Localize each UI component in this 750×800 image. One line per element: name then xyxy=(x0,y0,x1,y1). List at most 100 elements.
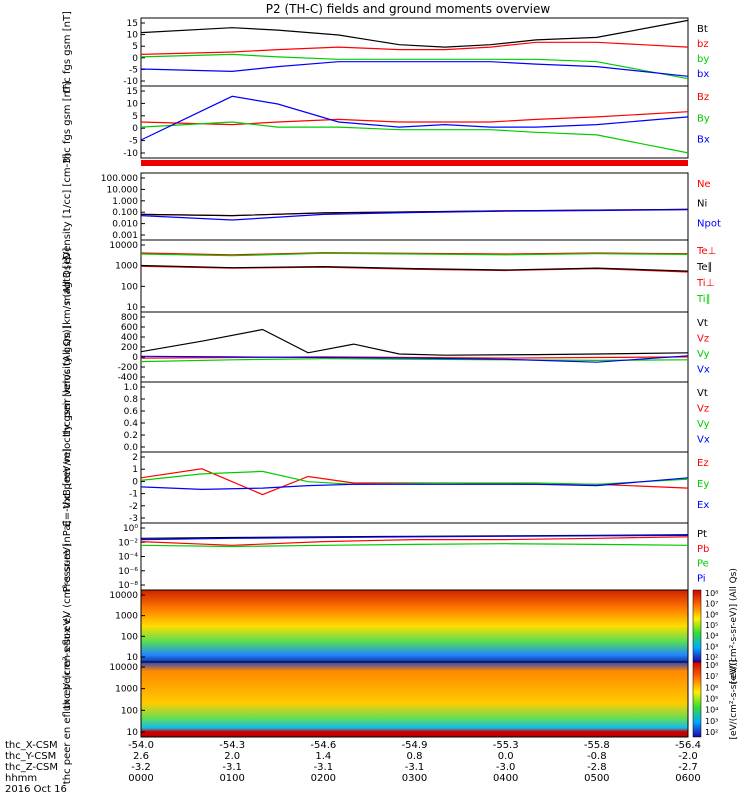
colorbar xyxy=(692,589,702,663)
colorbar-label: [eV/(cm²-s-sr-eV)] (All Qs) xyxy=(729,568,739,684)
spectrogram xyxy=(141,590,688,662)
series-line xyxy=(140,252,689,256)
spacecraft-mode-bar xyxy=(141,160,688,166)
y-tick-label: 1 xyxy=(132,465,138,475)
y-tick-label: 0.001 xyxy=(112,231,138,241)
legend-By: By xyxy=(697,113,710,124)
colorbar-tick: 10⁵ xyxy=(705,621,718,630)
legend-Ne: Ne xyxy=(697,179,711,190)
xaxis-value: 2.6 xyxy=(133,751,149,762)
xaxis-value: 0100 xyxy=(219,773,244,784)
y-tick-label: 5 xyxy=(132,42,138,52)
legend-Vz: Vz xyxy=(697,334,709,345)
legend-Npot: Npot xyxy=(697,218,721,229)
panel-10: thc peer en eflux eV (cm²-s-sr-eV) 10⁸ 10⁷… xyxy=(62,615,739,784)
legend-Vx: Vx xyxy=(697,435,710,446)
panel-9: thc peir en eflux eV (cm²-s-sr-eV) 10⁸ 10⁷… xyxy=(62,543,739,709)
panel-ylabel: Pressure [nPa] xyxy=(62,521,73,593)
series-line xyxy=(140,95,689,141)
y-tick-label: 200 xyxy=(121,343,138,353)
y-tick-label: 1000 xyxy=(115,685,138,695)
panel-7: E=-VxB [mV/m] 2 1 0 -1 -2 -3 Ez Ey Ex xyxy=(62,448,709,526)
xaxis-value: -2.7 xyxy=(678,762,698,773)
y-tick-label: 0 xyxy=(132,54,138,64)
series-line xyxy=(140,328,689,356)
xaxis-value: 0600 xyxy=(675,773,700,784)
panel-ylabel: thc peir en eflux eV (cm²-s-sr-eV) xyxy=(62,543,73,709)
spectrogram xyxy=(141,662,688,737)
panel-6: thc peer velocity gsm [km/s (All Qs)] 1.0… xyxy=(62,325,710,508)
panel-frame xyxy=(140,381,689,453)
panel-ylabel: thc peir velocity gsm [km/s (All Qs)] xyxy=(62,257,73,437)
y-tick-label: 0.6 xyxy=(124,407,139,417)
y-tick-label: 10000 xyxy=(109,241,138,251)
colorbar-tick: 10² xyxy=(705,728,718,737)
panel-frame xyxy=(140,239,689,313)
xaxis-value: -2.8 xyxy=(587,762,607,773)
series-line xyxy=(140,534,689,541)
xaxis-value: 0400 xyxy=(493,773,518,784)
legend-Ey: Ey xyxy=(697,479,709,490)
legend-Vt: Vt xyxy=(697,318,708,329)
series-line xyxy=(140,356,689,359)
y-tick-label: 1000 xyxy=(115,612,138,622)
legend-Ez: Ez xyxy=(697,458,709,469)
legend-by: by xyxy=(697,54,709,65)
series-line xyxy=(140,264,689,272)
colorbar-tick: 10³ xyxy=(705,642,718,651)
y-tick-label: -2 xyxy=(129,502,138,512)
y-tick-label: -200 xyxy=(118,363,139,373)
panel-ylabel: Density [1/cc] [cm-3] xyxy=(62,153,73,259)
xaxis-value: -56.4 xyxy=(675,740,701,751)
xaxis-value: 0.8 xyxy=(407,751,423,762)
y-tick-label: 1.0 xyxy=(124,383,139,393)
y-tick-label: -10 xyxy=(123,149,138,159)
y-tick-label: 2 xyxy=(132,453,138,463)
figure-title: P2 (TH-C) fields and ground moments over… xyxy=(266,2,551,16)
xaxis-value: -54.6 xyxy=(310,740,336,751)
panel-ylabel: magt3 [eV] xyxy=(62,248,73,305)
legend-Bx: Bx xyxy=(697,135,710,146)
panel-1: thc fgs gsm [nT] 15 105 0-5 -10 Bt bz by bx xyxy=(62,11,709,93)
y-tick-label: 10⁻⁶ xyxy=(118,567,138,577)
legend-Ti∥: Ti∥ xyxy=(696,294,711,305)
xaxis-value: -3.0 xyxy=(496,762,516,773)
xaxis-value: -3.1 xyxy=(222,762,242,773)
colorbar-tick: 10⁶ xyxy=(705,683,718,692)
y-tick-label: 5 xyxy=(132,112,138,122)
xaxis-value: 0500 xyxy=(584,773,609,784)
colorbar-tick: 10⁷ xyxy=(705,672,718,681)
y-tick-label: 100 xyxy=(121,282,138,292)
y-tick-label: 10000 xyxy=(109,591,138,601)
legend-Pb: Pb xyxy=(697,544,709,555)
legend-Te∥: Te∥ xyxy=(696,262,713,273)
xaxis-value: 1.4 xyxy=(315,751,331,762)
xaxis-value: -54.3 xyxy=(219,740,245,751)
panel-2: thc fgs gsm [nT] 15 10 5 0 -5 -10 Bz By Bx xyxy=(62,81,710,163)
panel-frame xyxy=(140,172,689,241)
y-tick-label: 0 xyxy=(132,477,138,487)
colorbar-tick: 10⁴ xyxy=(705,706,718,715)
series-line xyxy=(140,121,689,154)
y-tick-label: -3 xyxy=(129,514,138,524)
y-tick-label: 1000 xyxy=(115,262,138,272)
xaxis-value: 0200 xyxy=(311,773,336,784)
y-tick-label: 0 xyxy=(132,124,138,134)
colorbar-tick: 10² xyxy=(705,653,718,662)
y-tick-label: 10 xyxy=(127,653,139,663)
panel-8: Pressure [nPa] 10⁰ 10⁻² 10⁻⁴ 10⁻⁶ 10⁻⁸ Pt Pb Pe P… xyxy=(62,521,709,593)
panel-4: magt3 [eV] 10000 1000 100 10 Te⊥ Te∥ Ti⊥ Ti∥ xyxy=(62,239,716,313)
xaxis-value: -3.1 xyxy=(405,762,425,773)
y-tick-label: 10 xyxy=(127,728,139,738)
y-tick-label: -1 xyxy=(129,490,138,500)
y-tick-label: 10⁻⁴ xyxy=(118,553,138,563)
xaxis-value: 0.0 xyxy=(498,751,514,762)
colorbar-tick: 10⁸ xyxy=(705,589,718,598)
y-tick-label: -5 xyxy=(129,137,138,147)
y-tick-label: 0.4 xyxy=(124,419,139,429)
y-tick-label: 0.2 xyxy=(124,431,138,441)
xaxis-value: -54.9 xyxy=(402,740,428,751)
y-tick-label: 0.100 xyxy=(112,208,138,218)
legend-Bz: Bz xyxy=(697,92,709,103)
colorbar-tick: 10⁶ xyxy=(705,610,718,619)
